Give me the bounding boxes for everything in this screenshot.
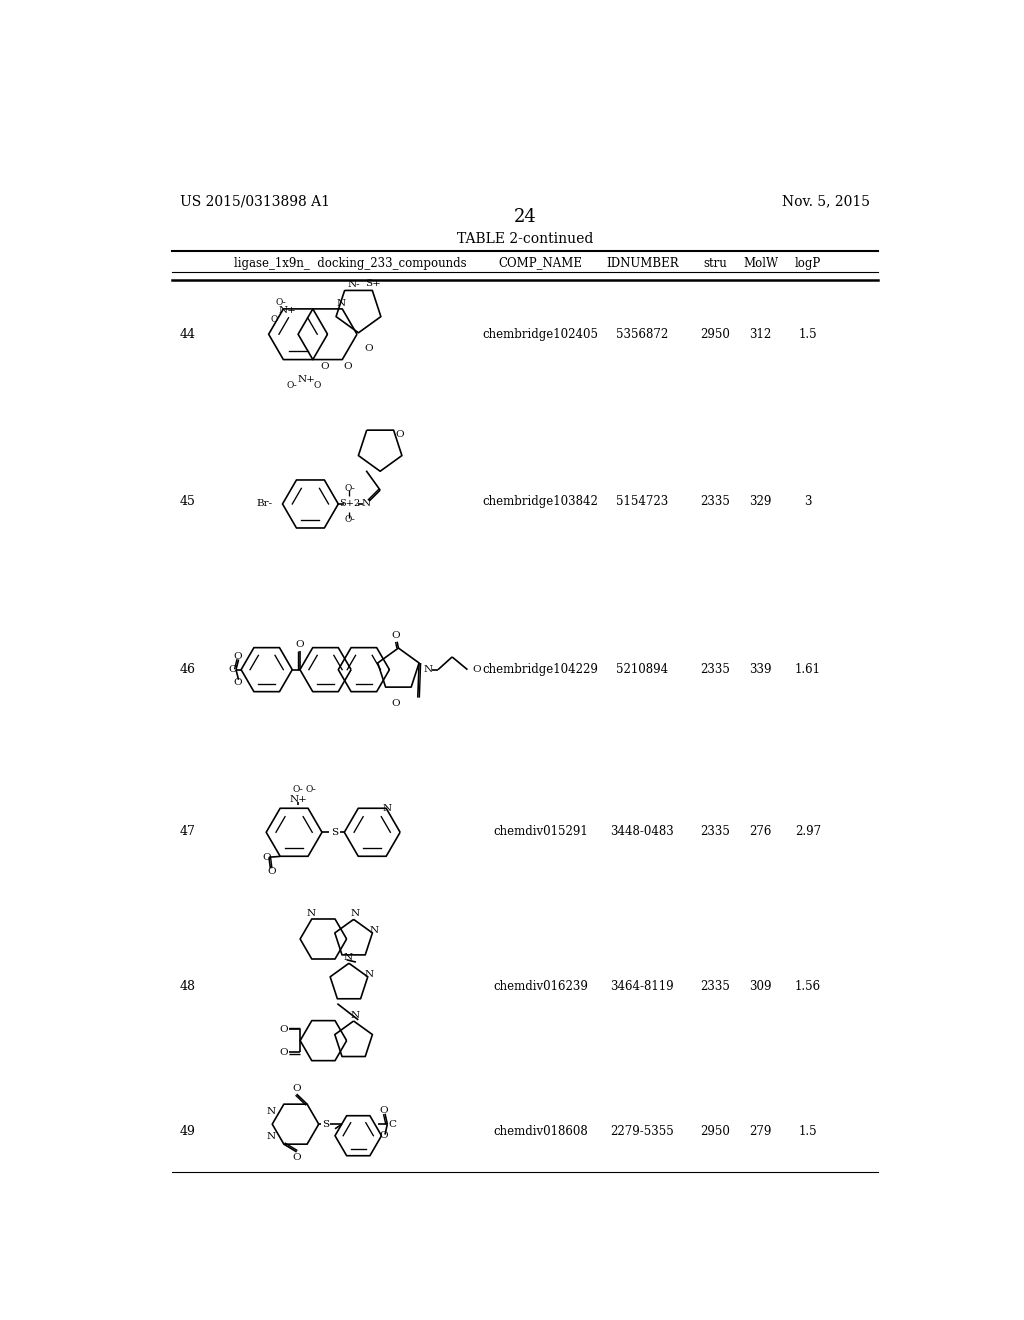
Text: chembridge102405: chembridge102405 — [482, 327, 599, 341]
Text: 5210894: 5210894 — [616, 663, 669, 676]
Text: 49: 49 — [179, 1125, 196, 1138]
Text: C: C — [388, 1119, 396, 1129]
Text: O: O — [313, 381, 321, 389]
Text: S+: S+ — [366, 279, 381, 288]
Text: O: O — [233, 652, 242, 661]
Text: 2950: 2950 — [700, 1125, 730, 1138]
Text: stru: stru — [703, 256, 727, 269]
Text: 3448-0483: 3448-0483 — [610, 825, 674, 838]
Text: O: O — [344, 362, 352, 371]
Text: O: O — [472, 665, 480, 675]
Text: 1.56: 1.56 — [795, 981, 821, 993]
Text: chemdiv016239: chemdiv016239 — [494, 981, 588, 993]
Text: C: C — [228, 665, 237, 675]
Text: S: S — [331, 828, 338, 837]
Text: 1.5: 1.5 — [799, 327, 817, 341]
Text: 45: 45 — [179, 495, 196, 508]
Text: N: N — [306, 909, 315, 919]
Text: O-: O- — [344, 515, 355, 524]
Text: 47: 47 — [179, 825, 196, 838]
Text: N: N — [423, 665, 432, 675]
Text: O: O — [380, 1131, 388, 1140]
Text: IDNUMBER: IDNUMBER — [606, 256, 679, 269]
Text: chemdiv015291: chemdiv015291 — [494, 825, 588, 838]
Text: O: O — [296, 640, 304, 648]
Text: O: O — [365, 345, 373, 354]
Text: N+: N+ — [298, 375, 315, 384]
Text: 5356872: 5356872 — [616, 327, 669, 341]
Text: O: O — [292, 1084, 301, 1093]
Text: O: O — [267, 867, 276, 875]
Text: O-: O- — [287, 381, 298, 389]
Text: O: O — [292, 1154, 301, 1162]
Text: TABLE 2-continued: TABLE 2-continued — [457, 232, 593, 246]
Text: O-: O- — [293, 785, 304, 793]
Text: US 2015/0313898 A1: US 2015/0313898 A1 — [179, 194, 330, 209]
Text: Br-: Br- — [257, 499, 272, 508]
Text: 2335: 2335 — [700, 825, 730, 838]
Text: 46: 46 — [179, 663, 196, 676]
Text: N+: N+ — [279, 306, 297, 315]
Text: 309: 309 — [750, 981, 772, 993]
Text: Nov. 5, 2015: Nov. 5, 2015 — [782, 194, 870, 209]
Text: N: N — [361, 499, 371, 508]
Text: chembridge103842: chembridge103842 — [482, 495, 599, 508]
Text: O: O — [395, 430, 404, 440]
Text: 5154723: 5154723 — [616, 495, 669, 508]
Text: S: S — [323, 1119, 330, 1129]
Text: 44: 44 — [179, 327, 196, 341]
Text: logP: logP — [795, 256, 821, 269]
Text: N-: N- — [348, 280, 360, 289]
Text: MolW: MolW — [743, 256, 778, 269]
Text: N: N — [350, 1011, 359, 1020]
Text: N: N — [266, 1107, 275, 1115]
Text: O: O — [391, 631, 400, 640]
Text: 339: 339 — [750, 663, 772, 676]
Text: 1.61: 1.61 — [795, 663, 821, 676]
Text: O-: O- — [344, 484, 355, 494]
Text: 2335: 2335 — [700, 663, 730, 676]
Text: 312: 312 — [750, 327, 772, 341]
Text: N: N — [370, 927, 379, 936]
Text: ligase_1x9n_  docking_233_compounds: ligase_1x9n_ docking_233_compounds — [233, 256, 467, 269]
Text: 329: 329 — [750, 495, 772, 508]
Text: N: N — [336, 300, 345, 308]
Text: 279: 279 — [750, 1125, 772, 1138]
Text: O: O — [380, 1106, 388, 1115]
Text: 2950: 2950 — [700, 327, 730, 341]
Text: 2335: 2335 — [700, 495, 730, 508]
Text: O-: O- — [275, 297, 286, 306]
Text: 276: 276 — [750, 825, 772, 838]
Text: 48: 48 — [179, 981, 196, 993]
Text: N: N — [365, 970, 374, 979]
Text: N: N — [266, 1133, 275, 1142]
Text: 1.5: 1.5 — [799, 1125, 817, 1138]
Text: chembridge104229: chembridge104229 — [482, 663, 599, 676]
Text: 2279-5355: 2279-5355 — [610, 1125, 674, 1138]
Text: O: O — [271, 315, 279, 325]
Text: 2.97: 2.97 — [795, 825, 821, 838]
Text: O: O — [391, 700, 400, 709]
Text: 3: 3 — [805, 495, 812, 508]
Text: S+2: S+2 — [339, 499, 360, 508]
Text: N: N — [343, 953, 352, 962]
Text: O: O — [280, 1048, 288, 1057]
Text: N: N — [350, 909, 359, 919]
Text: N: N — [383, 804, 392, 813]
Text: N+: N+ — [290, 795, 307, 804]
Text: O: O — [233, 678, 242, 686]
Text: 2335: 2335 — [700, 981, 730, 993]
Text: O: O — [262, 853, 270, 862]
Text: chemdiv018608: chemdiv018608 — [494, 1125, 588, 1138]
Text: O: O — [280, 1024, 288, 1034]
Text: 24: 24 — [513, 209, 537, 226]
Text: O: O — [321, 362, 329, 371]
Text: 3464-8119: 3464-8119 — [610, 981, 674, 993]
Text: COMP_NAME: COMP_NAME — [499, 256, 583, 269]
Text: O-: O- — [305, 785, 316, 793]
